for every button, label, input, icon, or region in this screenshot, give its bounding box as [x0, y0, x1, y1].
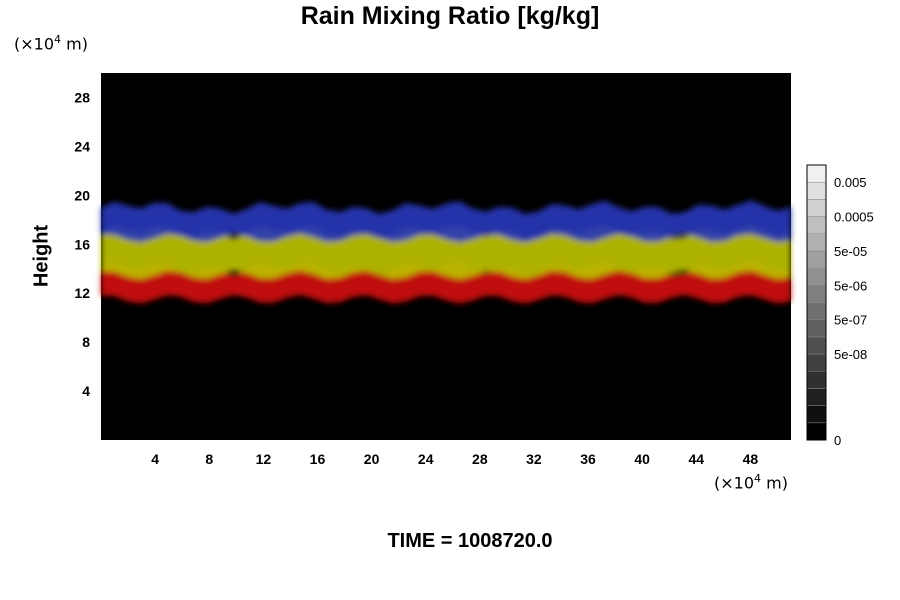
colorbar-swatch	[806, 336, 827, 355]
colorbar-swatch	[806, 233, 827, 252]
colorbar-swatch	[806, 250, 827, 269]
y-tick-label: 20	[74, 187, 90, 203]
x-tick-label: 8	[205, 451, 213, 467]
y-tick-label: 24	[74, 138, 90, 154]
chart-title: Rain Mixing Ratio [kg/kg]	[300, 2, 600, 30]
colorbar-label: 0.0005	[834, 210, 874, 225]
x-tick-label: 36	[580, 451, 596, 467]
x-tick-label: 12	[256, 451, 272, 467]
x-tick-label: 44	[689, 451, 705, 467]
colorbar-swatch	[806, 285, 827, 303]
colorbar-label: 0	[834, 433, 841, 448]
y-tick-label: 16	[74, 236, 90, 252]
x-tick-label: 40	[634, 451, 650, 467]
colorbar-label: 0.005	[834, 175, 867, 190]
colorbar-label: 5e-07	[834, 313, 867, 328]
colorbar-swatch	[806, 353, 827, 372]
colorbar-swatch	[806, 388, 827, 406]
x-tick-label: 48	[743, 451, 759, 467]
y-tick-label: 28	[74, 89, 90, 105]
y-tick-label: 8	[82, 334, 90, 350]
colorbar-swatch	[806, 164, 827, 183]
colorbar-swatch	[806, 319, 827, 338]
colorbar-swatch	[806, 181, 827, 200]
y-axis-unit: (×104 m)	[14, 33, 88, 54]
x-tick-label: 20	[364, 451, 380, 467]
x-tick-label: 24	[418, 451, 434, 467]
colorbar-label: 5e-06	[834, 278, 867, 293]
x-axis-unit: (×104 m)	[714, 472, 788, 493]
x-tick-label: 32	[526, 451, 542, 467]
colorbar-swatch	[806, 199, 827, 217]
colorbar-swatch	[806, 405, 827, 424]
colorbar-frame	[806, 164, 827, 441]
y-tick-label: 12	[74, 285, 90, 301]
colorbar-swatch	[806, 371, 827, 389]
colorbar-label: 5e-05	[834, 244, 867, 259]
colorbar-swatch	[806, 302, 827, 320]
y-tick-label: 4	[82, 383, 90, 399]
x-tick-label: 16	[310, 451, 326, 467]
colorbar-swatch	[806, 422, 827, 441]
colorbar-swatch	[806, 267, 827, 286]
colorbar-swatch	[806, 216, 827, 234]
x-tick-label: 4	[151, 451, 159, 467]
band-blue	[101, 200, 791, 243]
time-label: TIME = 1008720.0	[387, 530, 553, 552]
x-tick-label: 28	[472, 451, 488, 467]
colorbar-label: 5e-08	[834, 347, 867, 362]
